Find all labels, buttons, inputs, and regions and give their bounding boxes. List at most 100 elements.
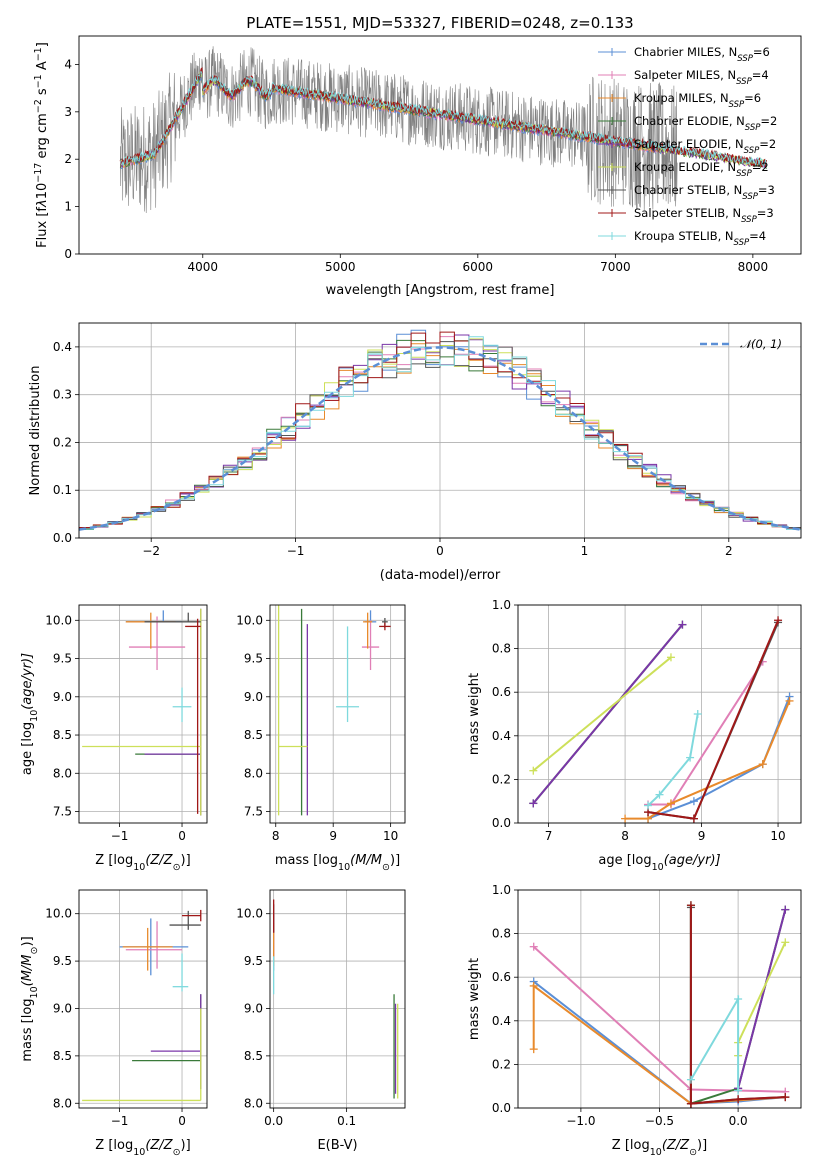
plus-marker bbox=[781, 905, 790, 914]
x-axis-label: Z [log10(Z/Z⊙)] bbox=[612, 1138, 707, 1158]
mass-weight-line bbox=[737, 909, 787, 1089]
y-tick-label: 3 bbox=[64, 105, 72, 119]
x-tick-label: 0.0 bbox=[264, 1114, 283, 1128]
y-axis-label: mass [log10(M/M⊙)] bbox=[20, 936, 40, 1061]
plus-marker bbox=[621, 814, 630, 823]
legend-label: Salpeter MILES, NSSP=4 bbox=[634, 68, 769, 87]
figure-title: PLATE=1551, MJD=53327, FIBERID=0248, z=0… bbox=[246, 14, 633, 32]
y-tick-label: 8.5 bbox=[244, 728, 263, 742]
legend-entry: Chabrier STELIB, NSSP=3 bbox=[598, 183, 775, 202]
y-tick-label: 1 bbox=[64, 200, 72, 214]
spectrum-panel: 4000 5000 6000 7000 8000 0 1 2 3 4 Chabrier MILES,… bbox=[33, 35, 802, 298]
x-tick-label: 10 bbox=[770, 829, 785, 843]
plus-marker bbox=[686, 1075, 695, 1084]
y-tick-label: 0.4 bbox=[492, 1014, 511, 1028]
legend-label: Kroupa STELIB, NSSP=4 bbox=[634, 229, 766, 248]
errorbar-point bbox=[361, 620, 380, 671]
age-vs-mass-panel: 8 9 10 7.5 8.0 8.5 9.0 9.5 10.0 mass [log10(M/M⊙)… bbox=[236, 604, 406, 873]
x-tick-label: −1 bbox=[111, 1114, 129, 1128]
y-axis-label: mass weight bbox=[467, 673, 482, 755]
x-axis-label: Z [log10(Z/Z⊙)] bbox=[95, 1138, 190, 1158]
x-tick-label: 0.0 bbox=[729, 1114, 748, 1128]
legend-label: Chabrier MILES, NSSP=6 bbox=[634, 45, 770, 64]
x-tick-label: 7000 bbox=[600, 260, 631, 274]
x-tick-label: −2 bbox=[142, 544, 160, 558]
x-tick-label: 10 bbox=[383, 829, 398, 843]
y-tick-label: 8.5 bbox=[244, 1049, 263, 1063]
plus-marker bbox=[734, 995, 743, 1003]
x-tick-label: 0 bbox=[178, 829, 186, 843]
errorbar-point bbox=[82, 1008, 202, 1102]
y-tick-label: 0.0 bbox=[53, 531, 72, 545]
model-spectrum-line bbox=[119, 70, 767, 167]
legend-entry: Chabrier MILES, NSSP=6 bbox=[598, 45, 770, 64]
y-tick-label: 0.8 bbox=[492, 927, 511, 941]
y-tick-label: 8.5 bbox=[53, 1049, 72, 1063]
errorbar-point bbox=[169, 910, 201, 930]
x-tick-label: 8000 bbox=[738, 260, 769, 274]
mass-vs-ebv-panel: 0.0 0.1 8.0 8.5 9.0 9.5 10.0 E(B-V) bbox=[236, 889, 406, 1153]
x-tick-label: 8 bbox=[272, 829, 280, 843]
y-tick-label: 0.4 bbox=[53, 340, 72, 354]
plus-marker bbox=[781, 1093, 790, 1102]
mass-weight-vs-age-panel: 7 8 9 10 0.0 0.2 0.4 0.6 0.8 1.0 age [log10(age/yr… bbox=[467, 598, 802, 873]
axes-frame bbox=[78, 889, 208, 1109]
y-axis-label: age [log10(age/yr)] bbox=[20, 653, 40, 775]
errorbar-point bbox=[125, 921, 183, 969]
y-tick-label: 9.5 bbox=[244, 954, 263, 968]
errorbar-point bbox=[144, 608, 202, 816]
x-tick-label: 0 bbox=[178, 1114, 186, 1128]
residuals-panel: −2 −1 0 1 2 0.0 0.1 0.2 0.3 0.4 𝒩(0, 1) (data-model… bbox=[28, 322, 802, 583]
mass-weight-line bbox=[647, 619, 780, 820]
plus-marker bbox=[644, 801, 653, 810]
y-tick-label: 4 bbox=[64, 57, 72, 71]
x-tick-label: 5000 bbox=[325, 260, 356, 274]
x-axis-label: (data-model)/error bbox=[380, 568, 501, 583]
mass-weight-line bbox=[532, 623, 684, 805]
plus-marker bbox=[758, 760, 767, 769]
plus-marker bbox=[734, 1086, 743, 1095]
y-tick-label: 9.0 bbox=[244, 1001, 263, 1015]
y-tick-label: 9.0 bbox=[244, 690, 263, 704]
legend-entry: Chabrier ELODIE, NSSP=2 bbox=[598, 114, 777, 133]
plus-marker bbox=[529, 799, 538, 808]
legend-entry: Salpeter ELODIE, NSSP=2 bbox=[598, 137, 776, 156]
mass-weight-line bbox=[648, 661, 764, 806]
y-tick-label: 0.6 bbox=[492, 685, 511, 699]
y-tick-label: 0.2 bbox=[492, 772, 511, 786]
legend-label: Kroupa MILES, NSSP=6 bbox=[634, 91, 761, 110]
x-tick-label: 4000 bbox=[187, 260, 218, 274]
y-tick-label: 0.3 bbox=[53, 388, 72, 402]
x-tick-label: −1.0 bbox=[566, 1114, 595, 1128]
y-tick-label: 9.0 bbox=[53, 1001, 72, 1015]
y-axis-label: Flux [fλ10−17 erg cm−2 s−1 A−1] bbox=[33, 42, 51, 248]
y-tick-label: 1.0 bbox=[492, 598, 511, 612]
plus-marker bbox=[689, 797, 698, 806]
plus-marker bbox=[734, 1095, 743, 1104]
legend-label: Salpeter ELODIE, NSSP=2 bbox=[634, 137, 776, 156]
legend-entry: Kroupa STELIB, NSSP=4 bbox=[598, 229, 766, 248]
legend-label: 𝒩(0, 1) bbox=[740, 337, 782, 351]
y-tick-label: 9.5 bbox=[53, 954, 72, 968]
y-tick-label: 9.0 bbox=[53, 690, 72, 704]
plus-marker bbox=[529, 981, 538, 990]
x-tick-label: −1 bbox=[287, 544, 305, 558]
legend-entry: Kroupa MILES, NSSP=6 bbox=[598, 91, 761, 110]
plus-marker bbox=[655, 790, 664, 799]
axes-frame bbox=[78, 35, 802, 255]
plus-marker bbox=[689, 814, 698, 823]
errorbar-point bbox=[277, 605, 308, 816]
age-vs-metallicity-panel: −1 0 7.5 8.0 8.5 9.0 9.5 10.0 Z [log10(Z/Z⊙)] age… bbox=[20, 604, 208, 873]
x-tick-label: 8 bbox=[621, 829, 629, 843]
plus-marker bbox=[529, 1045, 538, 1054]
axes-frame bbox=[78, 604, 208, 824]
errorbar-point bbox=[172, 953, 189, 992]
y-tick-label: 0.2 bbox=[53, 435, 72, 449]
legend-entry: Salpeter MILES, NSSP=4 bbox=[598, 68, 769, 87]
axes-frame bbox=[269, 604, 406, 824]
mass-vs-metallicity-panel: −1 0 8.0 8.5 9.0 9.5 10.0 Z [log10(Z/Z⊙)] mass [… bbox=[20, 889, 208, 1158]
errorbar-point bbox=[82, 608, 202, 816]
y-tick-label: 7.5 bbox=[244, 805, 263, 819]
x-tick-label: 1 bbox=[581, 544, 589, 558]
